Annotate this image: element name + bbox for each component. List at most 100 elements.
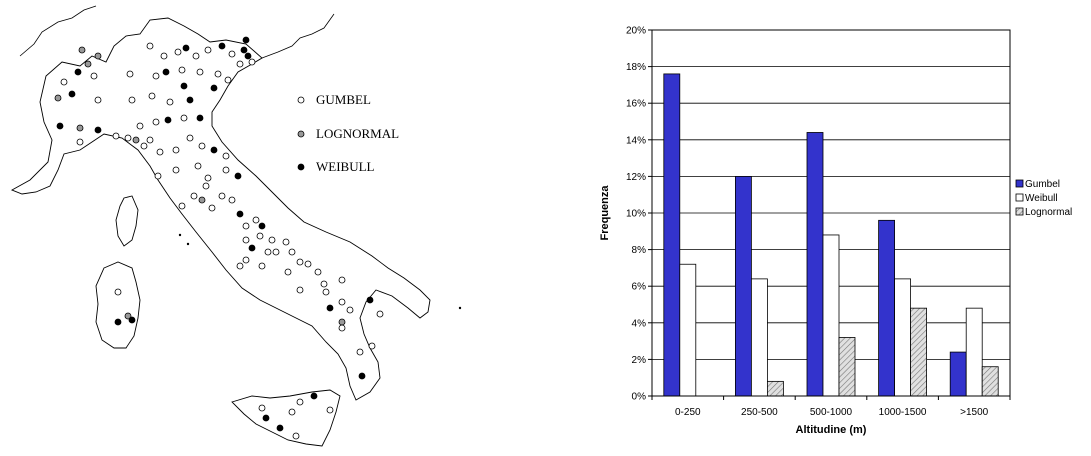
station-marker bbox=[284, 268, 292, 276]
station-marker bbox=[346, 306, 354, 314]
station-marker bbox=[180, 114, 188, 122]
station-marker bbox=[74, 68, 82, 76]
station-marker bbox=[224, 76, 232, 84]
station-marker bbox=[242, 36, 250, 44]
bar-gumbel bbox=[878, 219, 896, 397]
bar-lognormal bbox=[981, 366, 999, 397]
italy-mainland-outline bbox=[10, 17, 431, 401]
station-marker bbox=[236, 210, 244, 218]
station-marker bbox=[368, 342, 376, 350]
station-marker bbox=[240, 46, 248, 54]
station-marker bbox=[76, 124, 84, 132]
station-marker bbox=[204, 174, 212, 182]
station-marker bbox=[236, 60, 244, 68]
station-marker bbox=[60, 78, 68, 86]
station-marker bbox=[78, 46, 86, 54]
x-tick-label: >1500 bbox=[960, 407, 989, 418]
station-marker bbox=[358, 372, 366, 380]
station-marker bbox=[124, 312, 132, 320]
station-marker bbox=[94, 52, 102, 60]
station-marker bbox=[174, 48, 182, 56]
station-marker bbox=[126, 70, 134, 78]
station-marker bbox=[204, 46, 212, 54]
station-marker bbox=[112, 132, 120, 140]
legend-label-gumbel: Gumbel bbox=[1025, 179, 1060, 190]
station-marker bbox=[236, 262, 244, 270]
bar-gumbel bbox=[949, 351, 967, 397]
y-tick-label: 0% bbox=[632, 392, 647, 403]
y-tick-label: 2% bbox=[632, 355, 647, 366]
station-marker bbox=[146, 42, 154, 50]
station-marker bbox=[202, 182, 210, 190]
bar-gumbel bbox=[734, 175, 752, 397]
sicily-outline bbox=[231, 389, 341, 447]
station-marker bbox=[276, 424, 284, 432]
y-tick-label: 14% bbox=[626, 135, 646, 146]
station-map: GUMBEL LOGNORMAL WEIBULL bbox=[10, 5, 462, 447]
station-marker bbox=[194, 162, 202, 170]
y-axis-title: Frequenza bbox=[599, 185, 611, 241]
station-marker bbox=[210, 146, 218, 154]
station-marker bbox=[166, 98, 174, 106]
station-marker bbox=[152, 72, 160, 80]
bar-lognormal bbox=[838, 337, 856, 397]
station-marker bbox=[156, 148, 164, 156]
station-marker bbox=[282, 238, 290, 246]
station-marker bbox=[94, 96, 102, 104]
station-marker bbox=[296, 258, 304, 266]
station-marker bbox=[258, 262, 266, 270]
station-marker bbox=[210, 84, 218, 92]
station-marker bbox=[242, 256, 250, 264]
station-marker bbox=[228, 50, 236, 58]
bar-weibull bbox=[679, 263, 697, 397]
station-marker bbox=[256, 232, 264, 240]
station-marker bbox=[268, 236, 276, 244]
station-marker bbox=[296, 398, 304, 406]
station-marker bbox=[160, 52, 168, 60]
y-tick-label: 18% bbox=[626, 62, 646, 73]
alps-border bbox=[19, 5, 335, 59]
bar-weibull bbox=[965, 307, 983, 397]
x-axis-ticks: 0-250 250-500 500-1000 1000-1500 >1500 bbox=[651, 396, 1011, 418]
station-marker bbox=[182, 44, 190, 52]
station-marker bbox=[248, 244, 256, 252]
station-marker bbox=[114, 288, 122, 296]
bar-lognormal bbox=[910, 307, 928, 397]
station-marker bbox=[162, 68, 170, 76]
bars bbox=[663, 73, 999, 397]
station-marker bbox=[196, 68, 204, 76]
lognormal-marker-icon bbox=[297, 130, 305, 138]
y-tick-label: 10% bbox=[626, 209, 646, 220]
station-marker bbox=[54, 94, 62, 102]
station-marker bbox=[114, 318, 122, 326]
station-marker bbox=[190, 192, 198, 200]
station-marker bbox=[152, 118, 160, 126]
station-marker bbox=[172, 166, 180, 174]
station-marker bbox=[124, 134, 132, 142]
bar-weibull bbox=[894, 278, 912, 397]
legend-label-lognormal: Lognormal bbox=[1025, 207, 1072, 218]
bar-weibull bbox=[750, 278, 768, 397]
station-marker bbox=[338, 298, 346, 306]
station-marker bbox=[252, 216, 260, 224]
legend-swatch-weibull bbox=[1015, 193, 1024, 202]
station-marker bbox=[164, 116, 172, 124]
station-marker bbox=[366, 296, 374, 304]
x-tick-label: 1000-1500 bbox=[879, 407, 927, 418]
station-marker bbox=[320, 280, 328, 288]
bar-gumbel bbox=[806, 132, 824, 397]
station-marker bbox=[248, 58, 256, 66]
station-marker bbox=[178, 202, 186, 210]
y-tick-label: 4% bbox=[632, 318, 647, 329]
station-marker bbox=[376, 310, 384, 318]
station-marker bbox=[242, 222, 250, 230]
station-marker bbox=[76, 138, 84, 146]
station-marker bbox=[222, 152, 230, 160]
station-marker bbox=[180, 82, 188, 90]
station-marker bbox=[90, 72, 98, 80]
station-marker bbox=[338, 318, 346, 326]
station-marker bbox=[198, 142, 206, 150]
station-marker bbox=[128, 316, 136, 324]
station-marker bbox=[338, 324, 346, 332]
station-marker bbox=[178, 66, 186, 74]
